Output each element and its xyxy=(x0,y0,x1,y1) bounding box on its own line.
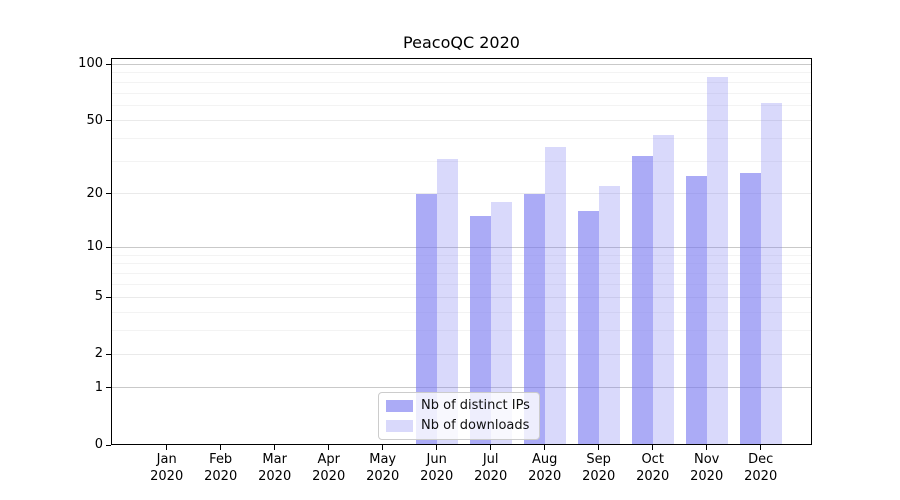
y-tick-mark xyxy=(106,296,111,298)
bar-downloads-oct xyxy=(652,134,674,445)
y-tick-label-50: 50 xyxy=(86,112,103,128)
x-tick-label-jan: Jan 2020 xyxy=(150,452,184,484)
x-tick-label-dec: Dec 2020 xyxy=(744,452,778,484)
y-tick-label-0: 0 xyxy=(94,437,103,452)
bar-ips-oct xyxy=(631,156,653,445)
minor-gridline xyxy=(111,272,812,274)
minor-gridline xyxy=(111,105,812,107)
y-tick-label-2: 2 xyxy=(94,346,103,362)
major-gridline xyxy=(111,120,812,122)
x-tick-label-may: May 2020 xyxy=(366,452,400,484)
minor-gridline xyxy=(111,72,812,74)
x-tick-mark xyxy=(220,445,222,450)
x-tick-mark xyxy=(166,445,168,450)
x-tick-label-mar: Mar 2020 xyxy=(258,452,292,484)
bar-downloads-jun xyxy=(436,159,458,445)
y-tick-mark xyxy=(106,193,111,195)
legend-label-distinct-ips: Nb of distinct IPs xyxy=(421,398,530,413)
major-gridline xyxy=(111,353,812,355)
x-tick-label-sep: Sep 2020 xyxy=(582,452,616,484)
bar-downloads-jul xyxy=(490,202,512,445)
legend-swatch-downloads xyxy=(386,420,413,432)
bar-ips-dec xyxy=(739,173,761,445)
x-tick-mark xyxy=(436,445,438,450)
y-tick-mark xyxy=(106,444,111,446)
x-tick-mark xyxy=(274,445,276,450)
major-gridline xyxy=(111,63,812,65)
legend-item-distinct-ips: Nb of distinct IPs xyxy=(386,398,530,414)
minor-gridline xyxy=(111,311,812,313)
legend-swatch-distinct-ips xyxy=(386,400,413,412)
bar-downloads-sep xyxy=(598,186,620,445)
minor-gridline xyxy=(111,92,812,94)
y-tick-mark xyxy=(106,120,111,122)
x-tick-mark xyxy=(544,445,546,450)
y-tick-label-5: 5 xyxy=(94,289,103,305)
bar-downloads-aug xyxy=(544,147,566,445)
minor-gridline xyxy=(111,263,812,265)
y-axis-labels: 0 1 2 5 10 20 50 100 xyxy=(0,56,103,452)
major-gridline xyxy=(111,246,812,248)
bar-ips-nov xyxy=(685,176,707,445)
y-tick-mark xyxy=(106,246,111,248)
x-tick-label-aug: Aug 2020 xyxy=(528,452,562,484)
minor-gridline xyxy=(111,254,812,256)
x-tick-label-jun: Jun 2020 xyxy=(420,452,454,484)
y-tick-mark xyxy=(106,353,111,355)
y-tick-label-1: 1 xyxy=(94,379,103,395)
y-tick-mark xyxy=(106,387,111,389)
x-tick-mark xyxy=(382,445,384,450)
x-tick-label-feb: Feb 2020 xyxy=(204,452,238,484)
legend-label-downloads: Nb of downloads xyxy=(421,418,530,433)
minor-gridline xyxy=(111,138,812,140)
minor-gridline xyxy=(111,81,812,83)
x-tick-label-jul: Jul 2020 xyxy=(474,452,508,484)
minor-gridline xyxy=(111,283,812,285)
major-gridline xyxy=(111,193,812,195)
chart-title: PeacoQC 2020 xyxy=(403,33,520,52)
bar-downloads-nov xyxy=(706,77,728,445)
x-tick-mark xyxy=(760,445,762,450)
bar-downloads-dec xyxy=(760,103,782,445)
x-tick-mark xyxy=(328,445,330,450)
x-tick-mark xyxy=(652,445,654,450)
bar-ips-sep xyxy=(577,211,599,445)
legend-item-downloads: Nb of downloads xyxy=(386,418,530,434)
legend: Nb of distinct IPs Nb of downloads xyxy=(378,392,540,440)
y-tick-mark xyxy=(106,63,111,65)
major-gridline xyxy=(111,296,812,298)
minor-gridline xyxy=(111,161,812,163)
x-tick-mark xyxy=(490,445,492,450)
y-tick-label-20: 20 xyxy=(86,185,103,201)
bar-ips-jul xyxy=(469,216,491,445)
major-gridline xyxy=(111,387,812,389)
x-tick-label-nov: Nov 2020 xyxy=(690,452,724,484)
plot-area xyxy=(111,58,812,445)
x-tick-mark xyxy=(706,445,708,450)
x-tick-label-apr: Apr 2020 xyxy=(312,452,346,484)
bar-ips-aug xyxy=(523,193,545,445)
minor-gridline xyxy=(111,330,812,332)
y-tick-label-100: 100 xyxy=(78,56,103,72)
x-tick-mark xyxy=(598,445,600,450)
y-tick-label-10: 10 xyxy=(86,239,103,255)
bar-ips-jun xyxy=(415,193,437,445)
x-tick-label-oct: Oct 2020 xyxy=(636,452,670,484)
